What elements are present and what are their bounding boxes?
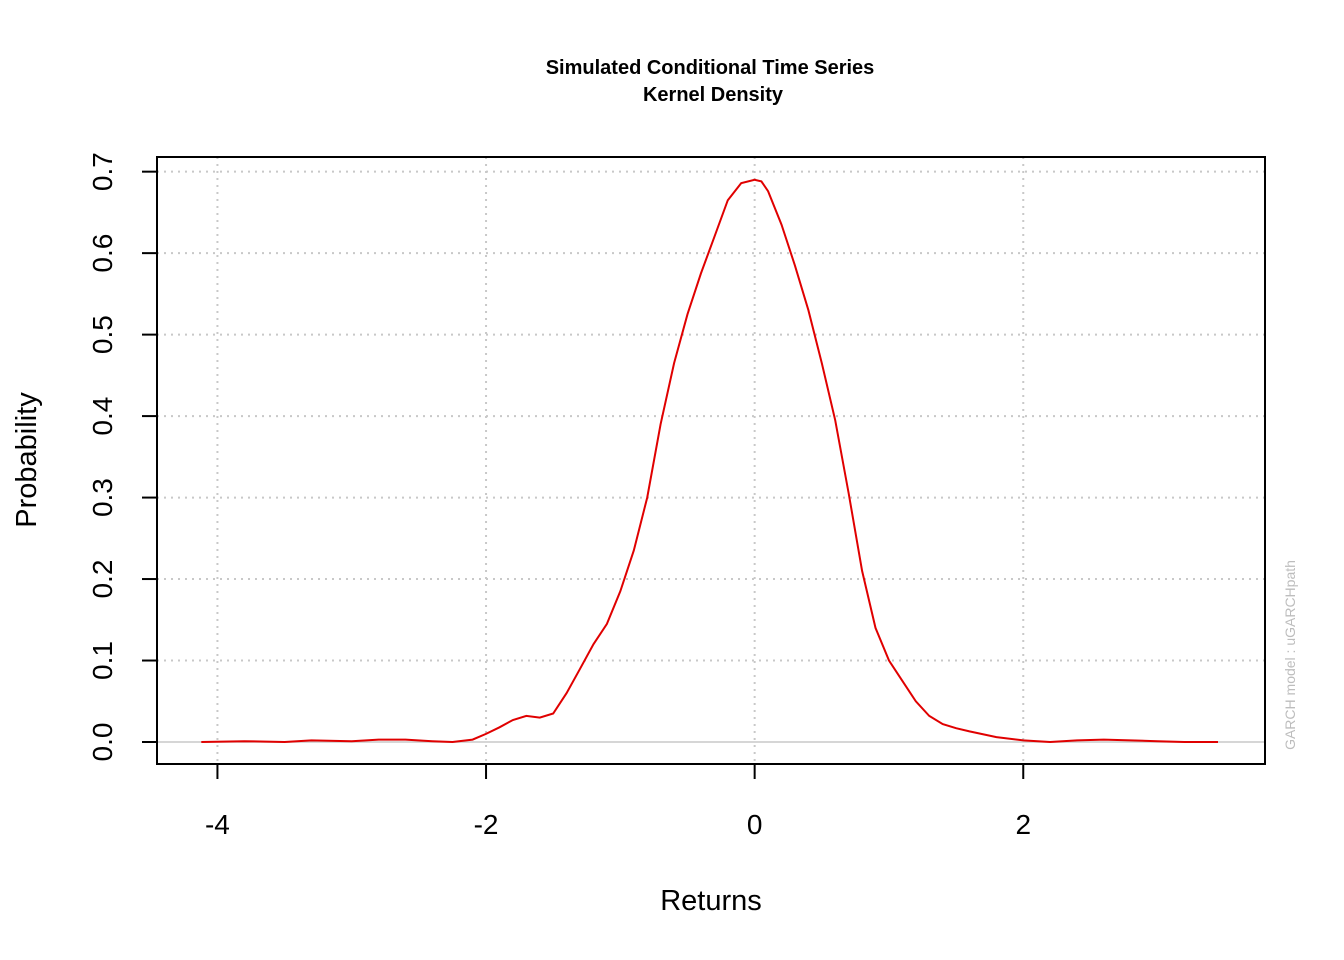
grid-lines (157, 157, 1265, 764)
y-tick-label: 0.5 (87, 315, 118, 354)
model-note: GARCH model : uGARCHpath (1282, 560, 1298, 750)
x-tick-label: -4 (205, 809, 230, 840)
x-tick-label: -2 (474, 809, 499, 840)
y-tick-label: 0.6 (87, 234, 118, 273)
chart-title: Simulated Conditional Time Series (546, 57, 875, 79)
y-axis-label: Probability (11, 392, 43, 528)
y-tick-label: 0.0 (87, 723, 118, 762)
density-line (201, 178, 1218, 744)
y-tick-label: 0.4 (87, 397, 118, 436)
x-axis: -4 -2 0 2 (205, 764, 1031, 840)
chart-subtitle: Kernel Density (643, 84, 784, 106)
y-tick-label: 0.7 (87, 152, 118, 191)
y-tick-label: 0.2 (87, 560, 118, 599)
y-axis: 0.0 0.1 0.2 0.3 0.4 0.5 0.6 0.7 (87, 152, 157, 761)
x-tick-label: 2 (1015, 809, 1031, 840)
plot-frame (156, 156, 1266, 765)
y-tick-label: 0.3 (87, 478, 118, 517)
x-tick-label: 0 (747, 809, 763, 840)
x-axis-label: Returns (660, 885, 762, 917)
y-tick-label: 0.1 (87, 641, 118, 680)
